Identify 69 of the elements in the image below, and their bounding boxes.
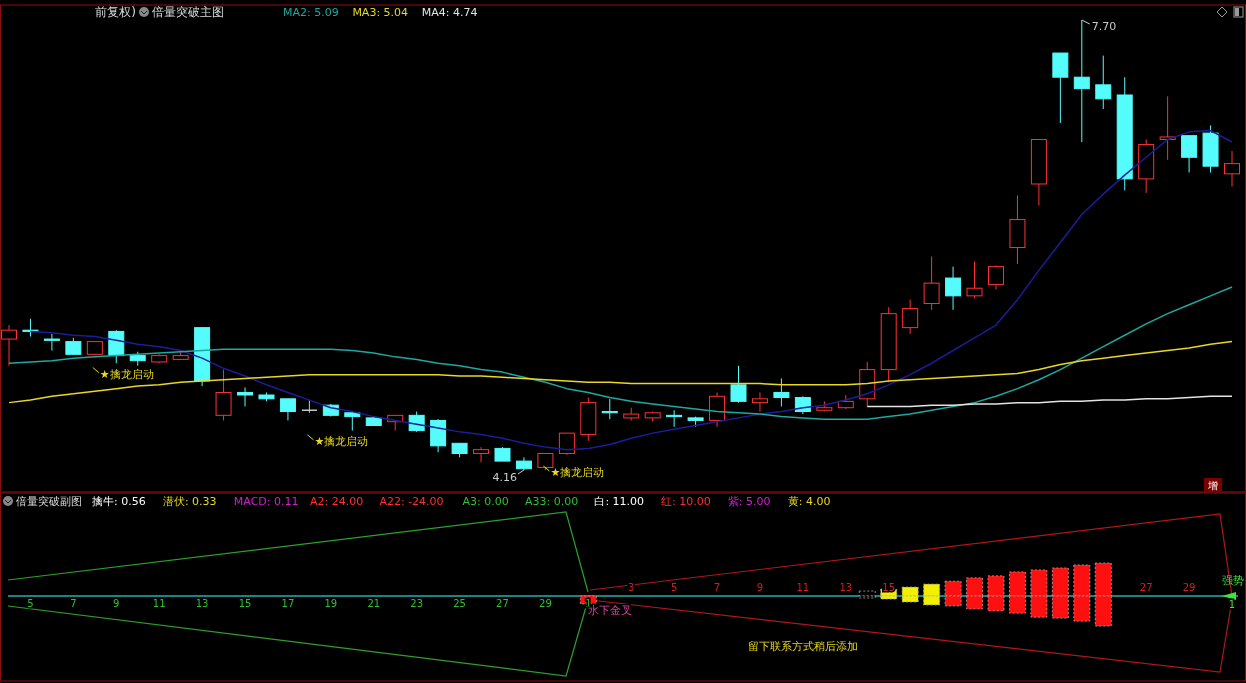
x-tick-label: 13 [839,582,853,593]
candlestick [923,255,940,311]
chart-title: 倍量突破副图 [16,495,82,508]
text: A3: 0.00 [462,495,509,508]
bar [858,590,876,597]
candlestick [43,333,60,352]
chart-title: 倍量突破主图 [152,5,224,19]
candlestick [279,398,296,421]
text: 潜伏: 0.33 [162,495,217,508]
candlestick [902,299,919,335]
annotation: 7.70 [1091,20,1117,33]
annotation: 强势 [1222,574,1244,587]
x-tick-label: 11 [796,582,810,593]
text: MA3: 5.04 [352,6,409,19]
x-tick-label: 5 [27,598,34,609]
text: 黄: 4.00 [787,495,831,508]
candlestick [987,264,1004,290]
candlestick [1181,135,1198,174]
candlestick [215,369,232,421]
text: A2: 24.00 [310,495,364,508]
text: MA2: 5.09 [283,6,339,19]
candlestick [237,386,254,407]
text: MA4: 4.74 [421,6,478,19]
text: MACD: 0.11 [233,495,299,508]
x-tick-label: 25 [453,598,466,609]
x-tick-label: 13 [195,598,209,609]
x-tick-label: 3 [628,582,635,593]
candlestick [1095,55,1112,110]
x-tick-label: 7 [70,598,77,609]
candlestick [1073,19,1090,143]
annotation: ★擒龙启动 [314,434,369,448]
x-tick-label: 29 [539,598,552,609]
candlestick [730,365,747,404]
x-tick-label: 27 [496,598,509,609]
candlestick [773,377,790,407]
candlestick [601,398,618,420]
candlestick [473,446,490,463]
annotation: 水下金叉 [588,604,632,617]
text: 白: 11.00 [594,495,645,508]
text: 擒牛: 0.56 [92,495,146,508]
text: 增 [1207,480,1218,491]
text: 4.16 [492,471,517,484]
text: A33: 0.00 [525,495,579,508]
x-tick-label: 9 [756,582,764,593]
annotation: ★擒龙启动 [99,367,154,381]
text: 留下联系方式稍后添加 [748,640,858,653]
candlestick [751,391,768,413]
x-tick-label: 27 [1139,582,1153,593]
text: 紫: 5.00 [727,495,771,508]
x-tick-label: 1 [1228,599,1236,610]
x-tick-label: 21 [367,598,381,609]
annotation: ★擒龙启动 [550,466,605,479]
candlestick [666,409,683,428]
text: A22: -24.00 [379,495,444,508]
x-tick-label: 23 [410,598,424,609]
x-tick-label: 7 [713,582,721,593]
x-tick-label: 9 [113,598,120,609]
x-tick-label: 11 [152,598,166,609]
x-tick-label: 29 [1182,582,1196,593]
candlestick [1,324,17,367]
chart-subtitle: 前复权) [95,5,136,19]
x-tick-label: 5 [670,582,678,593]
x-tick-label: 19 [324,598,338,609]
candlestick [966,261,983,299]
x-tick-label: 17 [281,598,295,609]
candlestick [1224,150,1240,188]
text: 红: 10.00 [661,495,711,508]
candlestick [945,266,962,311]
x-tick-label: 15 [238,598,252,609]
